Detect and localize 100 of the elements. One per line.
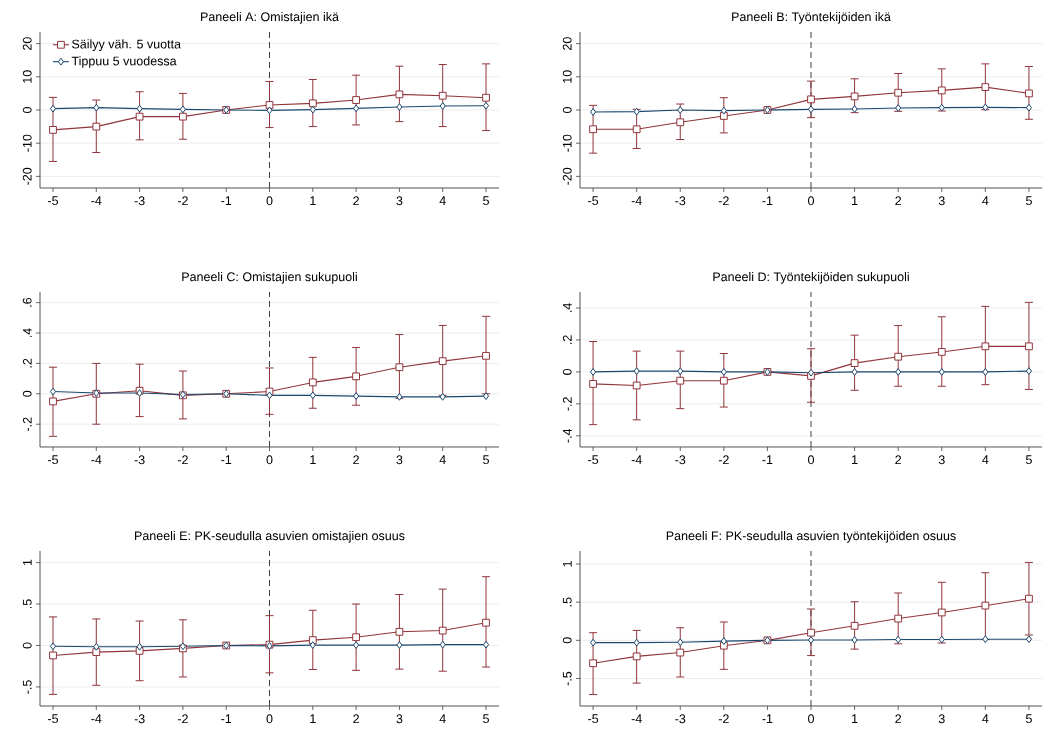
x-tick-label: -3 <box>675 714 686 724</box>
y-tick-label: -.5 <box>22 680 32 694</box>
x-tick-label: 3 <box>938 455 945 465</box>
x-tick-label: -3 <box>134 455 145 465</box>
x-tick-label: -1 <box>221 455 232 464</box>
y-tick-label: 1 <box>563 561 572 567</box>
x-tick-label: 0 <box>266 455 273 465</box>
x-tick-label: -5 <box>588 714 599 724</box>
chart-title: Paneeli D: Työntekijöiden sukupuoli <box>713 272 909 284</box>
x-tick-label: -5 <box>48 196 59 206</box>
x-tick-label: 2 <box>353 714 359 724</box>
x-tick-label: -1 <box>221 714 232 723</box>
x-tick-label: -4 <box>91 196 102 205</box>
x-tick-label: 1 <box>852 196 858 205</box>
x-tick-label: -2 <box>177 455 188 465</box>
chart-title: Paneeli A: Omistajien ikä <box>201 12 339 24</box>
y-tick-label: -10 <box>562 134 572 152</box>
x-tick-label: 3 <box>396 714 403 724</box>
y-tick-label: .5 <box>22 599 32 609</box>
y-tick-label: 20 <box>22 37 32 50</box>
x-tick-label: 4 <box>439 455 446 464</box>
x-tick-label: 4 <box>982 455 989 464</box>
x-tick-label: -3 <box>134 196 145 206</box>
chart-title: Paneeli E: PK-seudulla asuvien omistajien osuus <box>135 531 405 543</box>
chart-title: Paneeli C: Omistajien sukupuoli <box>182 272 357 284</box>
x-tick-label: 3 <box>938 714 945 724</box>
x-tick-label: -5 <box>588 455 599 465</box>
x-tick-label: -1 <box>762 714 773 723</box>
y-tick-label: .2 <box>22 358 32 368</box>
y-tick-label: -.2 <box>562 397 572 411</box>
x-tick-label: 0 <box>808 714 814 724</box>
x-tick-label: 0 <box>266 714 273 724</box>
x-tick-label: -1 <box>762 196 773 205</box>
x-tick-label: 0 <box>266 196 273 206</box>
x-tick-label: -3 <box>134 714 145 724</box>
x-tick-label: 2 <box>353 196 359 206</box>
y-tick-label: 0 <box>562 368 572 375</box>
y-tick-label: 0 <box>562 107 572 113</box>
x-tick-label: -4 <box>631 196 642 205</box>
y-tick-label: 10 <box>562 70 572 83</box>
x-tick-label: 4 <box>982 196 989 205</box>
y-tick-label: 0 <box>22 390 32 397</box>
x-tick-label: 1 <box>310 714 316 723</box>
x-tick-label: 5 <box>483 714 489 724</box>
x-tick-label: -2 <box>177 714 188 724</box>
x-tick-label: 5 <box>1025 196 1032 206</box>
x-tick-label: -1 <box>762 455 773 464</box>
x-tick-label: -4 <box>631 455 642 464</box>
x-tick-label: 1 <box>310 196 316 205</box>
x-tick-label: 3 <box>396 196 403 206</box>
x-tick-label: 3 <box>938 196 945 206</box>
x-tick-label: 5 <box>1025 455 1032 465</box>
x-tick-label: 4 <box>982 714 989 723</box>
chart-title: Paneeli B: Työntekijöiden ikä <box>732 12 891 24</box>
y-tick-label: -20 <box>22 167 32 185</box>
x-tick-label: 4 <box>439 714 446 723</box>
x-tick-label: 2 <box>895 455 902 465</box>
x-tick-label: -2 <box>718 196 729 206</box>
y-tick-label: .2 <box>562 335 572 345</box>
y-tick-label: .4 <box>23 328 32 338</box>
x-tick-label: -2 <box>177 196 188 206</box>
y-tick-label: -.5 <box>562 671 572 686</box>
y-tick-label: -.2 <box>22 417 32 431</box>
y-tick-label: 1 <box>23 559 32 566</box>
x-tick-label: -5 <box>48 455 59 465</box>
y-tick-label: .6 <box>22 297 32 307</box>
x-tick-label: -4 <box>91 455 102 464</box>
chart-title: Paneeli F: PK-seudulla asuvien työntekijöiden osuus <box>666 531 956 543</box>
x-tick-label: -4 <box>631 714 642 723</box>
y-tick-label: .5 <box>562 597 572 607</box>
y-tick-label: -20 <box>562 167 572 185</box>
x-tick-label: 2 <box>353 455 359 465</box>
x-tick-label: -5 <box>588 196 599 206</box>
y-tick-label: 10 <box>22 70 32 83</box>
legend-label: Säilyy väh. 5 vuotta <box>72 39 181 51</box>
x-tick-label: 5 <box>483 455 489 465</box>
x-tick-label: -3 <box>675 455 686 465</box>
x-tick-label: 1 <box>852 714 858 723</box>
legend-label: Tippuu 5 vuodessa <box>71 56 177 68</box>
y-tick-label: -.4 <box>563 428 572 443</box>
x-tick-label: -3 <box>675 196 686 206</box>
x-tick-label: -2 <box>718 714 729 724</box>
x-tick-label: 4 <box>439 196 446 205</box>
y-tick-label: -10 <box>22 134 32 152</box>
x-tick-label: 0 <box>808 455 814 465</box>
x-tick-label: 5 <box>483 196 489 206</box>
x-tick-label: 1 <box>310 455 316 464</box>
y-tick-label: 0 <box>562 637 572 644</box>
x-tick-label: 5 <box>1025 714 1032 724</box>
x-tick-label: -1 <box>221 196 232 205</box>
y-tick-label: .4 <box>563 303 572 313</box>
y-tick-label: 0 <box>22 107 32 113</box>
x-tick-label: 3 <box>396 455 403 465</box>
x-tick-label: 2 <box>895 196 902 206</box>
x-tick-label: -4 <box>91 714 102 723</box>
x-tick-label: 0 <box>808 196 814 206</box>
x-tick-label: 1 <box>852 455 858 464</box>
x-tick-label: 2 <box>895 714 902 724</box>
x-tick-label: -5 <box>48 714 59 724</box>
y-tick-label: 20 <box>562 37 572 50</box>
